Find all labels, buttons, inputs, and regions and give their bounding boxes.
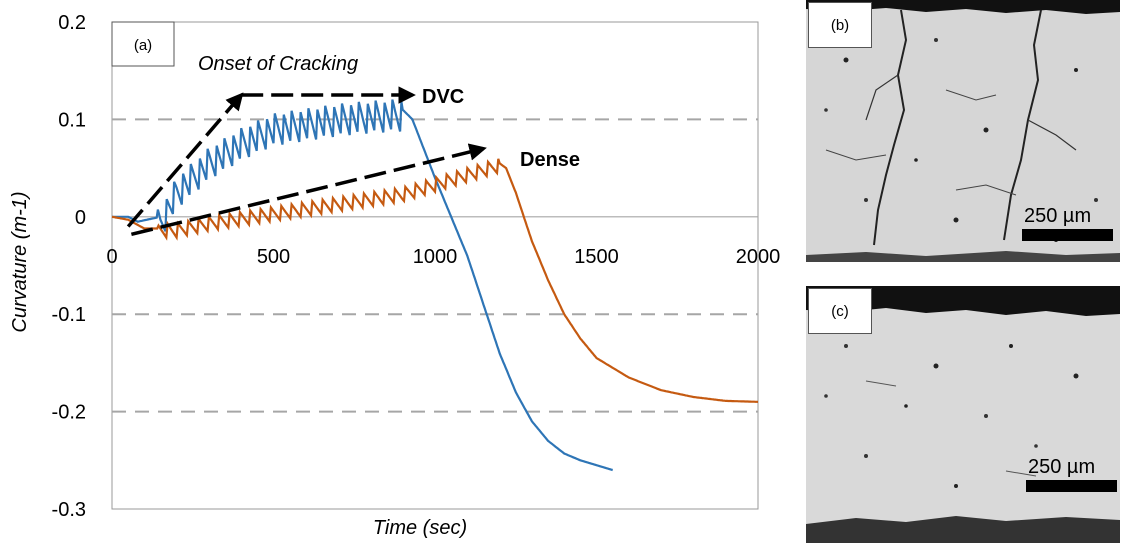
arrow-dense-rise bbox=[130, 143, 487, 237]
annotation-arrows bbox=[126, 86, 487, 237]
curvature-chart: 0 500 1000 1500 2000 0.2 0.1 0 -0.1 -0.2 -0.3 Tim… bbox=[9, 12, 780, 539]
x-tick-label: 1000 bbox=[413, 246, 458, 268]
micrograph-c: (c) 250 µm bbox=[806, 286, 1120, 543]
x-tick-label: 500 bbox=[257, 246, 290, 268]
y-tick-label: -0.2 bbox=[52, 402, 86, 424]
micrograph-b-label: (b) bbox=[808, 2, 872, 48]
dense-annotation: Dense bbox=[520, 149, 580, 171]
micrograph-b-scale-bar bbox=[1022, 229, 1113, 241]
micrograph-c-scale-bar bbox=[1026, 480, 1117, 492]
y-axis-title: Curvature (m-1) bbox=[9, 191, 31, 332]
x-tick-label: 0 bbox=[106, 246, 117, 268]
x-tick-labels: 0 500 1000 1500 2000 bbox=[106, 246, 780, 268]
y-tick-label: -0.1 bbox=[52, 304, 86, 326]
micrograph-c-scale-label: 250 µm bbox=[1028, 456, 1096, 478]
micrograph-b: (b) 250 µm bbox=[806, 0, 1120, 262]
series-lines bbox=[111, 99, 759, 472]
onset-annotation: Onset of Cracking bbox=[198, 53, 358, 75]
micrograph-c-label: (c) bbox=[808, 288, 872, 334]
y-tick-label: -0.3 bbox=[52, 499, 86, 521]
dvc-annotation: DVC bbox=[422, 86, 464, 108]
y-tick-labels: 0.2 0.1 0 -0.1 -0.2 -0.3 bbox=[52, 12, 86, 521]
panel-a-label-box bbox=[111, 21, 175, 67]
panel-a-label: (a) bbox=[134, 37, 152, 54]
y-tick-label: 0.2 bbox=[58, 12, 86, 34]
plot-area bbox=[111, 21, 759, 510]
y-tick-label: 0.1 bbox=[58, 109, 86, 131]
x-tick-label: 2000 bbox=[736, 246, 781, 268]
micrograph-b-scale-label: 250 µm bbox=[1024, 205, 1092, 227]
y-tick-label: 0 bbox=[75, 207, 86, 229]
series-line-dvc bbox=[112, 99, 613, 472]
x-axis-title: Time (sec) bbox=[373, 517, 467, 539]
x-tick-label: 1500 bbox=[574, 246, 619, 268]
series-line-dense bbox=[111, 158, 759, 403]
